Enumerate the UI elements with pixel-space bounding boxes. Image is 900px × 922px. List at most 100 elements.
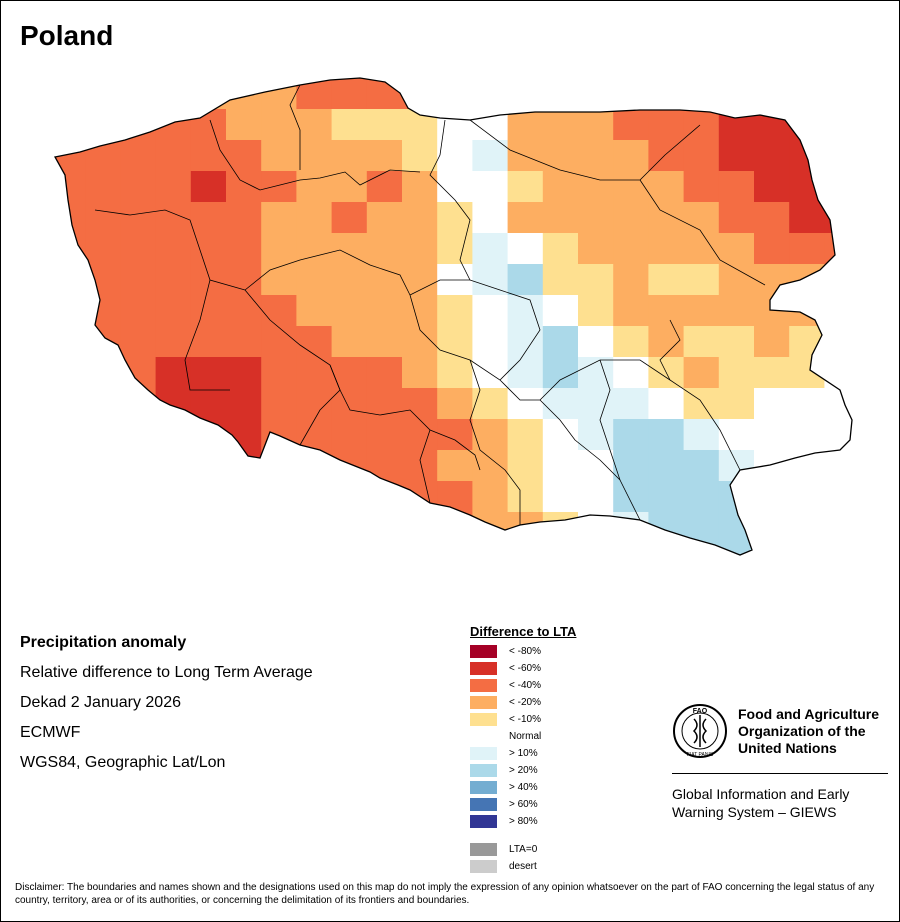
anomaly-cell: [366, 450, 403, 482]
precipitation-map: [54, 77, 853, 556]
anomaly-cell: [824, 543, 852, 555]
anomaly-cell: [648, 202, 685, 234]
anomaly-cell: [754, 140, 790, 172]
anomaly-cell: [55, 109, 86, 141]
anomaly-cell: [155, 295, 192, 327]
anomaly-cell: [754, 419, 790, 451]
legend-label: < -60%: [509, 663, 541, 674]
anomaly-cell: [190, 295, 227, 327]
anomaly-cell: [613, 543, 649, 555]
legend: Difference to LTA < -80% < -60% < -40% < -2…: [470, 624, 576, 875]
anomaly-cell: [789, 481, 825, 513]
anomaly-cell: [85, 512, 121, 544]
anomaly-cell: [296, 481, 333, 513]
anomaly-cell: [754, 264, 790, 296]
anomaly-cell: [824, 264, 852, 296]
anomaly-cell: [472, 140, 509, 172]
anomaly-cell: [507, 264, 544, 296]
anomaly-cell: [120, 171, 157, 203]
anomaly-cell: [507, 295, 544, 327]
legend-extra-label: desert: [509, 861, 537, 872]
fao-divider: [672, 773, 888, 774]
anomaly-cell: [754, 109, 790, 141]
anomaly-cell: [261, 233, 297, 265]
anomaly-cell: [542, 450, 579, 482]
anomaly-cell: [542, 481, 579, 513]
anomaly-cell: [190, 171, 227, 203]
legend-item: > 10%: [470, 745, 576, 762]
anomaly-cell: [648, 512, 685, 544]
anomaly-cell: [155, 450, 192, 482]
anomaly-cell: [542, 78, 579, 110]
anomaly-cell: [190, 140, 227, 172]
legend-item: Normal: [470, 728, 576, 745]
anomaly-cell: [507, 171, 544, 203]
anomaly-cell: [542, 202, 579, 234]
legend-extra-swatch: [470, 843, 497, 856]
anomaly-cell: [542, 388, 579, 420]
legend-label: > 10%: [509, 748, 538, 759]
anomaly-cell: [683, 140, 720, 172]
legend-item: < -80%: [470, 643, 576, 660]
anomaly-cell: [683, 512, 720, 544]
anomaly-cell: [155, 419, 192, 451]
anomaly-cell: [85, 109, 121, 141]
legend-title: Difference to LTA: [470, 624, 577, 639]
anomaly-cell: [437, 419, 473, 451]
anomaly-cell: [226, 171, 262, 203]
anomaly-cell: [366, 512, 403, 544]
anomaly-cell: [55, 419, 86, 451]
anomaly-cell: [226, 140, 262, 172]
anomaly-cell: [155, 543, 192, 555]
legend-label: > 60%: [509, 799, 538, 810]
anomaly-cell: [683, 202, 720, 234]
anomaly-cell: [578, 326, 614, 358]
anomaly-cell: [226, 295, 262, 327]
anomaly-cell: [402, 264, 438, 296]
anomaly-cell: [613, 326, 649, 358]
anomaly-cell: [789, 78, 825, 110]
anomaly-cell: [261, 388, 297, 420]
anomaly-cell: [85, 233, 121, 265]
info-heading: Precipitation anomaly: [20, 634, 187, 651]
anomaly-cell: [331, 357, 368, 389]
anomaly-cell: [261, 140, 297, 172]
anomaly-cell: [261, 326, 297, 358]
anomaly-cell: [789, 109, 825, 141]
anomaly-cell: [824, 171, 852, 203]
anomaly-cell: [789, 295, 825, 327]
anomaly-cell: [190, 357, 227, 389]
disclaimer: Disclaimer: The boundaries and names sho…: [15, 882, 875, 906]
anomaly-cell: [226, 202, 262, 234]
anomaly-cell: [789, 171, 825, 203]
anomaly-cell: [437, 233, 473, 265]
anomaly-cell: [754, 202, 790, 234]
anomaly-cell: [55, 202, 86, 234]
legend-swatch: [470, 696, 497, 709]
anomaly-cell: [578, 481, 614, 513]
legend-item: > 40%: [470, 779, 576, 796]
anomaly-cell: [366, 78, 403, 110]
anomaly-cell: [261, 512, 297, 544]
anomaly-cell: [789, 202, 825, 234]
anomaly-cell: [472, 295, 509, 327]
legend-item: < -40%: [470, 677, 576, 694]
anomaly-cell: [331, 202, 368, 234]
anomaly-cell: [718, 450, 755, 482]
fao-logo-motto: FIAT PANIS: [687, 752, 714, 758]
map-title: Poland: [20, 20, 114, 51]
anomaly-cell: [754, 78, 790, 110]
anomaly-cell: [366, 388, 403, 420]
legend-label: > 40%: [509, 782, 538, 793]
anomaly-cell: [542, 109, 579, 141]
anomaly-cell: [578, 295, 614, 327]
anomaly-cell: [683, 109, 720, 141]
legend-label: > 20%: [509, 765, 538, 776]
anomaly-cell: [85, 326, 121, 358]
anomaly-cell: [331, 264, 368, 296]
anomaly-cell: [718, 264, 755, 296]
fao-name: Food and Agriculture Organization of the…: [738, 706, 880, 756]
giews-name: Global Information and Early Warning Sys…: [672, 786, 850, 820]
anomaly-cell: [155, 357, 192, 389]
legend-swatch: [470, 645, 497, 658]
